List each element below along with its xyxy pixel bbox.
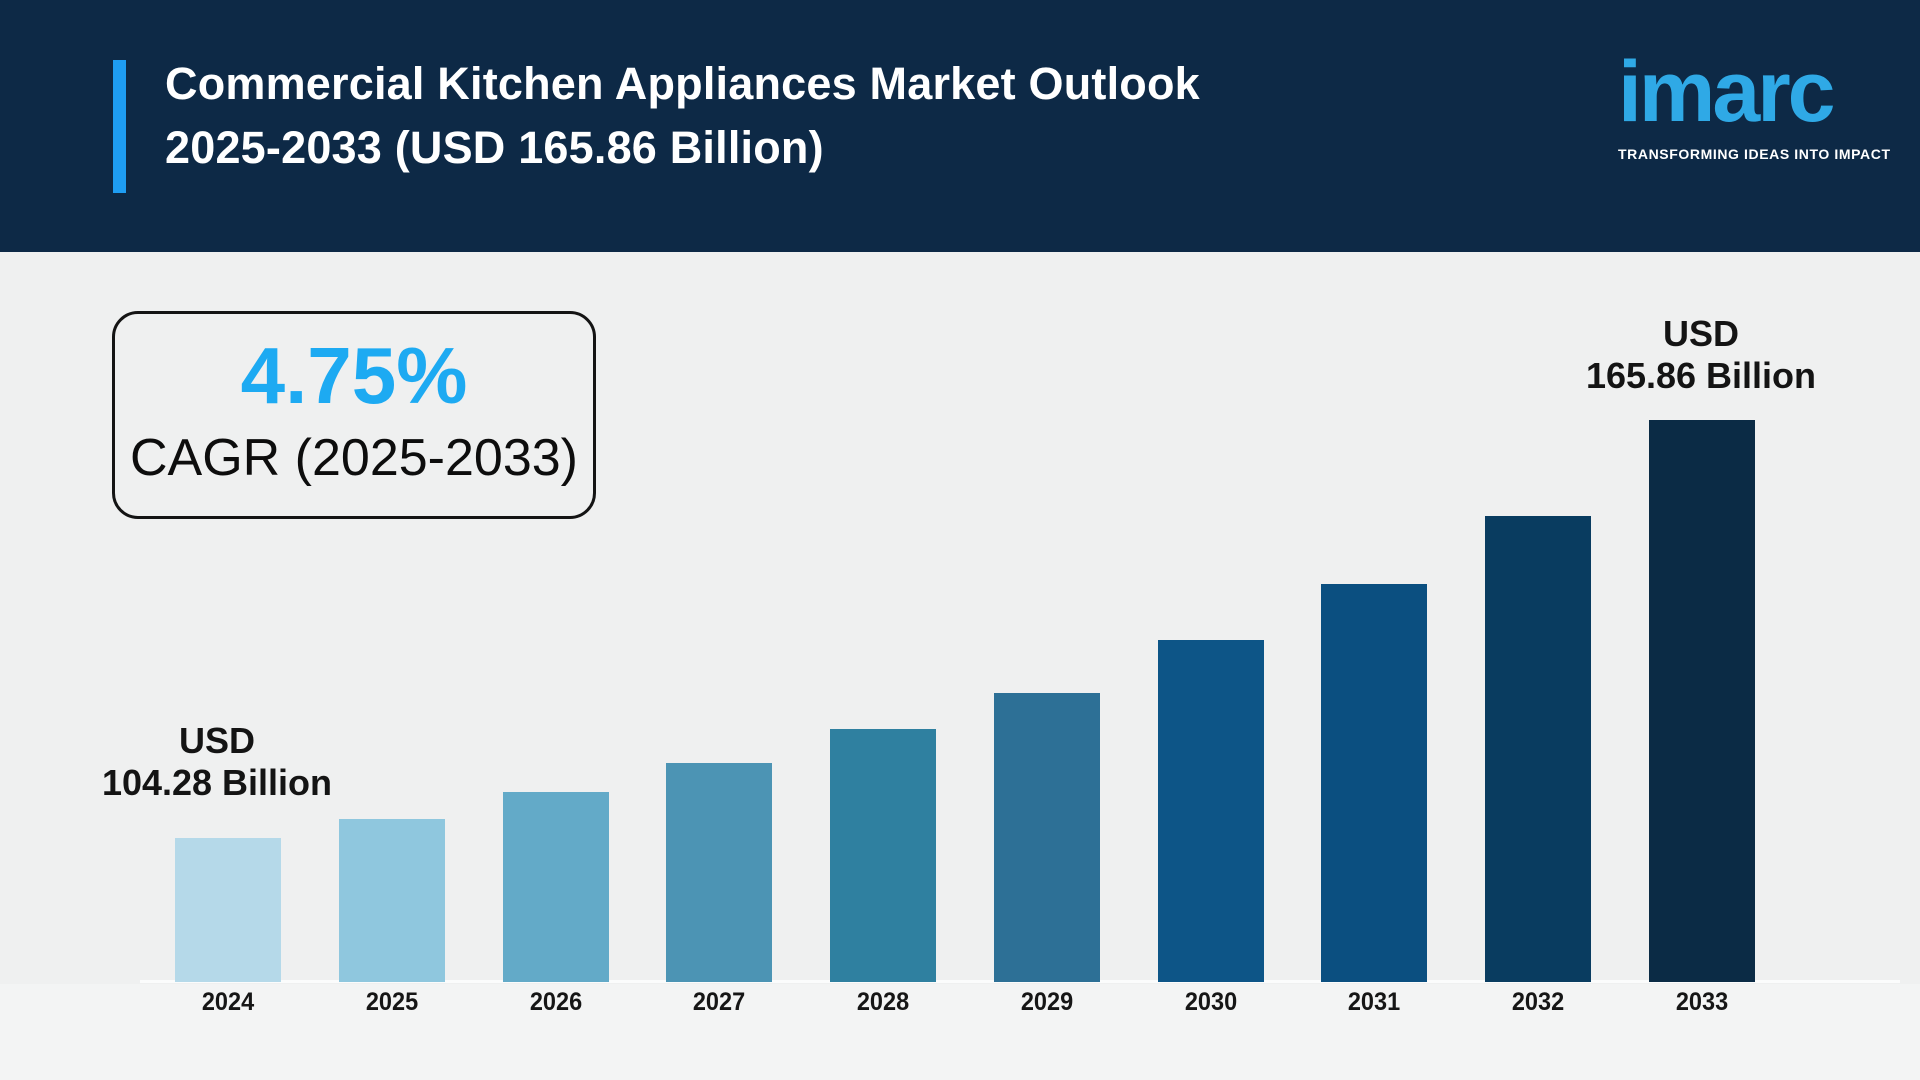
x-axis-label-2033: 2033	[1675, 988, 1729, 1016]
cagr-box: 4.75% CAGR (2025-2033)	[112, 311, 596, 519]
cagr-value: 4.75%	[240, 331, 468, 420]
bar-2032	[1485, 516, 1592, 982]
bar-2025	[338, 819, 445, 982]
bar-2029	[993, 693, 1100, 982]
bar-2024	[175, 838, 281, 982]
x-axis-label-2024: 2024	[201, 988, 255, 1016]
x-axis-labels: 2024 2025 2026 2027 2028 2029 2030 2031 2032 2033	[175, 988, 1755, 1017]
x-axis-label-2026: 2026	[529, 988, 582, 1016]
x-axis-label-2032: 2032	[1511, 988, 1565, 1016]
page-title-line-1: Commercial Kitchen Appliances Market Out…	[165, 58, 1200, 109]
bar-2030	[1157, 640, 1264, 982]
x-axis-label-2027: 2027	[693, 988, 746, 1016]
x-axis-label-2029: 2029	[1020, 988, 1073, 1016]
axis-area-strip	[0, 984, 1920, 1080]
imarc-logo-tagline: TRANSFORMING IDEAS INTO IMPACT	[1618, 146, 1891, 162]
page-title-line-2: 2025-2033 (USD 165.86 Billion)	[165, 122, 824, 173]
imarc-logo-text: imarc	[1618, 44, 1836, 140]
title-accent-bar	[113, 60, 126, 193]
last-bar-value-label: USD 165.86 Billion	[1569, 313, 1833, 397]
x-axis-label-2028: 2028	[856, 988, 910, 1016]
x-axis-label-2025: 2025	[365, 988, 418, 1016]
page-title: Commercial Kitchen Appliances Market Out…	[165, 52, 1200, 180]
first-bar-value-label: USD 104.28 Billion	[85, 720, 349, 804]
bar-2027	[666, 763, 773, 982]
imarc-logo: imarc TRANSFORMING IDEAS INTO IMPACT	[1618, 42, 1891, 162]
first-bar-value-currency: USD	[178, 720, 255, 761]
x-axis-label-2031: 2031	[1348, 988, 1401, 1016]
cagr-label: CAGR (2025-2033)	[130, 429, 578, 487]
bar-2033	[1648, 420, 1755, 982]
last-bar-value-currency: USD	[1662, 313, 1739, 354]
first-bar-value-amount: 104.28 Billion	[101, 762, 333, 803]
header: Commercial Kitchen Appliances Market Out…	[0, 0, 1920, 252]
x-axis-label-2030: 2030	[1184, 988, 1237, 1016]
last-bar-value-amount: 165.86 Billion	[1585, 355, 1817, 396]
bar-chart	[175, 400, 1755, 982]
bar-2028	[830, 729, 937, 982]
bar-2031	[1321, 584, 1428, 982]
bar-2026	[502, 792, 609, 982]
